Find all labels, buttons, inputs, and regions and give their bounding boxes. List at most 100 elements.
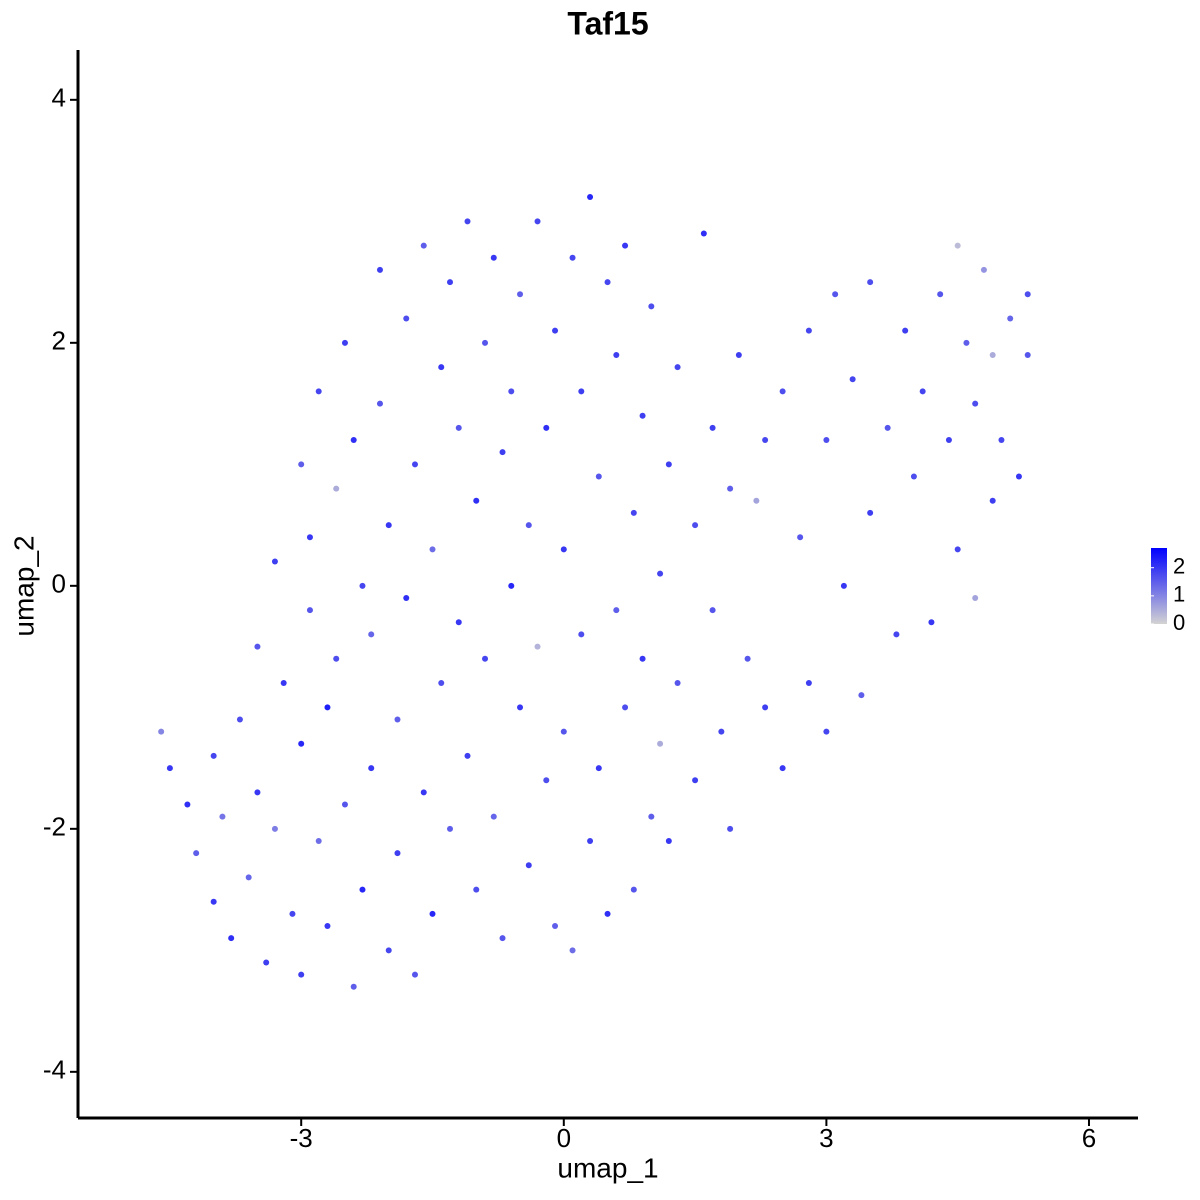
- x-tick-label: 3: [819, 1123, 833, 1153]
- point: [455, 424, 462, 431]
- point: [622, 704, 629, 711]
- point: [963, 339, 970, 346]
- point: [482, 655, 489, 662]
- y-tick-label: 4: [52, 83, 66, 113]
- point: [569, 254, 576, 261]
- point: [998, 437, 1005, 444]
- point: [648, 303, 655, 310]
- point: [657, 570, 664, 577]
- point: [727, 825, 734, 832]
- point: [604, 910, 611, 917]
- point: [473, 886, 480, 893]
- point: [595, 473, 602, 480]
- point: [350, 437, 357, 444]
- point: [508, 388, 515, 395]
- point: [665, 461, 672, 468]
- point: [193, 850, 200, 857]
- point: [385, 947, 392, 954]
- point: [797, 534, 804, 541]
- point: [552, 923, 559, 930]
- point: [315, 837, 322, 844]
- point: [709, 424, 716, 431]
- point: [1015, 473, 1022, 480]
- point: [989, 497, 996, 504]
- point: [324, 704, 331, 711]
- point: [718, 728, 725, 735]
- point: [376, 266, 383, 273]
- point: [604, 279, 611, 286]
- point: [490, 813, 497, 820]
- point: [1024, 351, 1031, 358]
- point: [490, 254, 497, 261]
- point: [945, 437, 952, 444]
- point: [464, 752, 471, 759]
- point: [762, 704, 769, 711]
- point: [359, 582, 366, 589]
- point: [630, 509, 637, 516]
- point: [910, 473, 917, 480]
- point: [315, 388, 322, 395]
- point: [333, 485, 340, 492]
- point: [858, 692, 865, 699]
- point: [762, 437, 769, 444]
- point: [919, 388, 926, 395]
- point: [779, 765, 786, 772]
- point: [447, 825, 454, 832]
- point: [438, 364, 445, 371]
- point: [543, 424, 550, 431]
- point: [657, 740, 664, 747]
- point: [324, 923, 331, 930]
- point: [376, 400, 383, 407]
- x-tick-label: -3: [290, 1123, 313, 1153]
- point: [700, 230, 707, 237]
- point: [280, 680, 287, 687]
- point: [210, 752, 217, 759]
- point: [447, 279, 454, 286]
- point: [298, 740, 305, 747]
- x-tick-label: 0: [557, 1123, 571, 1153]
- point: [429, 910, 436, 917]
- point: [578, 631, 585, 638]
- point: [228, 935, 235, 942]
- point: [420, 789, 427, 796]
- point: [744, 655, 751, 662]
- point: [560, 728, 567, 735]
- point: [271, 825, 278, 832]
- point: [709, 607, 716, 614]
- point: [692, 522, 699, 529]
- point: [639, 412, 646, 419]
- point: [1024, 291, 1031, 298]
- point: [525, 862, 532, 869]
- point: [271, 558, 278, 565]
- point: [954, 546, 961, 553]
- point: [166, 765, 173, 772]
- point: [674, 680, 681, 687]
- point: [727, 485, 734, 492]
- colorbar-tick-label: 0: [1173, 610, 1185, 635]
- point: [954, 242, 961, 249]
- point: [928, 619, 935, 626]
- x-axis-title: umap_1: [557, 1152, 658, 1183]
- point: [805, 327, 812, 334]
- point: [972, 400, 979, 407]
- point: [595, 765, 602, 772]
- point: [622, 242, 629, 249]
- point: [245, 874, 252, 881]
- chart-title: Taf15: [567, 5, 648, 41]
- point: [569, 947, 576, 954]
- point: [849, 376, 856, 383]
- point: [989, 351, 996, 358]
- point: [884, 424, 891, 431]
- point: [517, 704, 524, 711]
- point: [613, 607, 620, 614]
- point: [692, 777, 699, 784]
- point: [482, 339, 489, 346]
- point: [306, 607, 313, 614]
- point: [455, 619, 462, 626]
- point: [411, 461, 418, 468]
- point: [674, 364, 681, 371]
- point: [158, 728, 165, 735]
- x-tick-label: 6: [1082, 1123, 1096, 1153]
- point: [350, 983, 357, 990]
